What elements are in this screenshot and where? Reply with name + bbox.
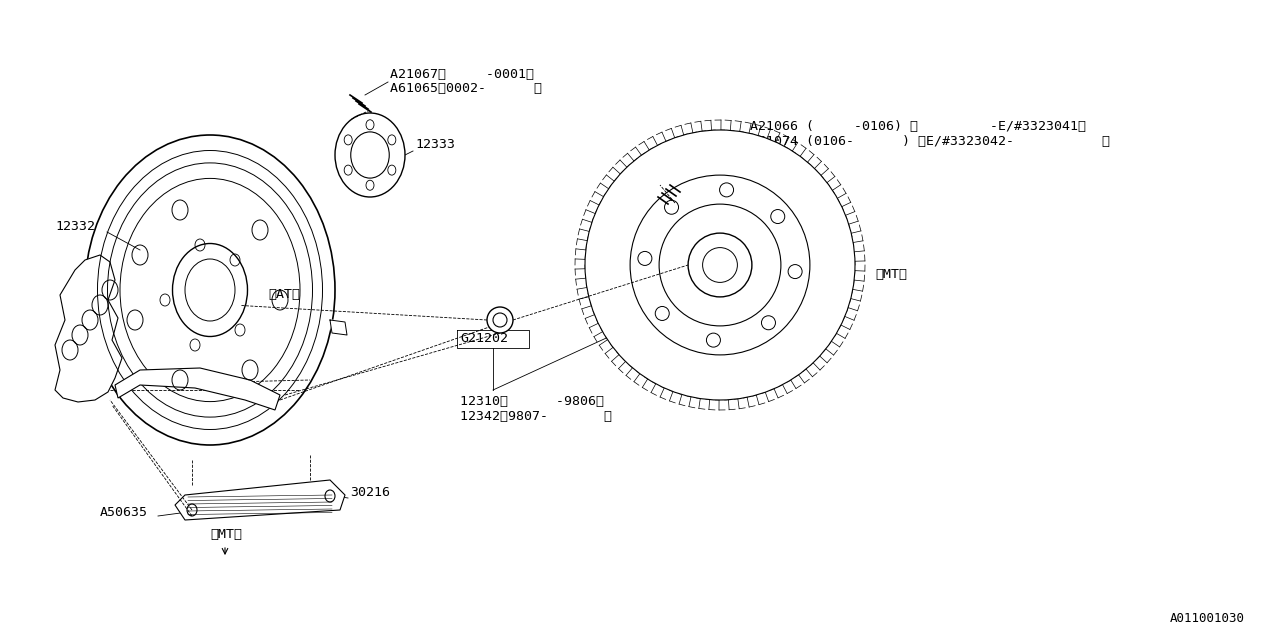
Text: A61065〈0002-      〉: A61065〈0002- 〉 [390, 82, 541, 95]
Ellipse shape [84, 135, 335, 445]
Polygon shape [55, 255, 122, 402]
Text: 〈MT〉: 〈MT〉 [876, 268, 908, 281]
Text: 12310〈      -9806〉: 12310〈 -9806〉 [460, 395, 604, 408]
Text: 〈AT〉: 〈AT〉 [268, 288, 300, 301]
Text: A011001030: A011001030 [1170, 612, 1245, 625]
Text: A50635: A50635 [100, 506, 148, 519]
Ellipse shape [335, 113, 404, 197]
Ellipse shape [486, 307, 513, 333]
Ellipse shape [585, 130, 855, 400]
Text: A21067〈     -0001〉: A21067〈 -0001〉 [390, 68, 534, 81]
Text: A21066 (     -0106) 〈         -E/#3323041〉: A21066 ( -0106) 〈 -E/#3323041〉 [750, 120, 1085, 133]
Text: 〈MT〉: 〈MT〉 [210, 528, 242, 541]
Text: 12333: 12333 [415, 138, 454, 151]
Text: 12342〈9807-       〉: 12342〈9807- 〉 [460, 410, 612, 423]
Text: 30216: 30216 [349, 486, 390, 499]
Text: 12332: 12332 [55, 220, 95, 233]
Text: A61074 (0106-      ) 〈E/#3323042-           〉: A61074 (0106- ) 〈E/#3323042- 〉 [750, 135, 1110, 148]
Text: G21202: G21202 [460, 332, 508, 345]
Polygon shape [330, 320, 347, 335]
Polygon shape [175, 480, 346, 520]
Polygon shape [115, 368, 280, 410]
